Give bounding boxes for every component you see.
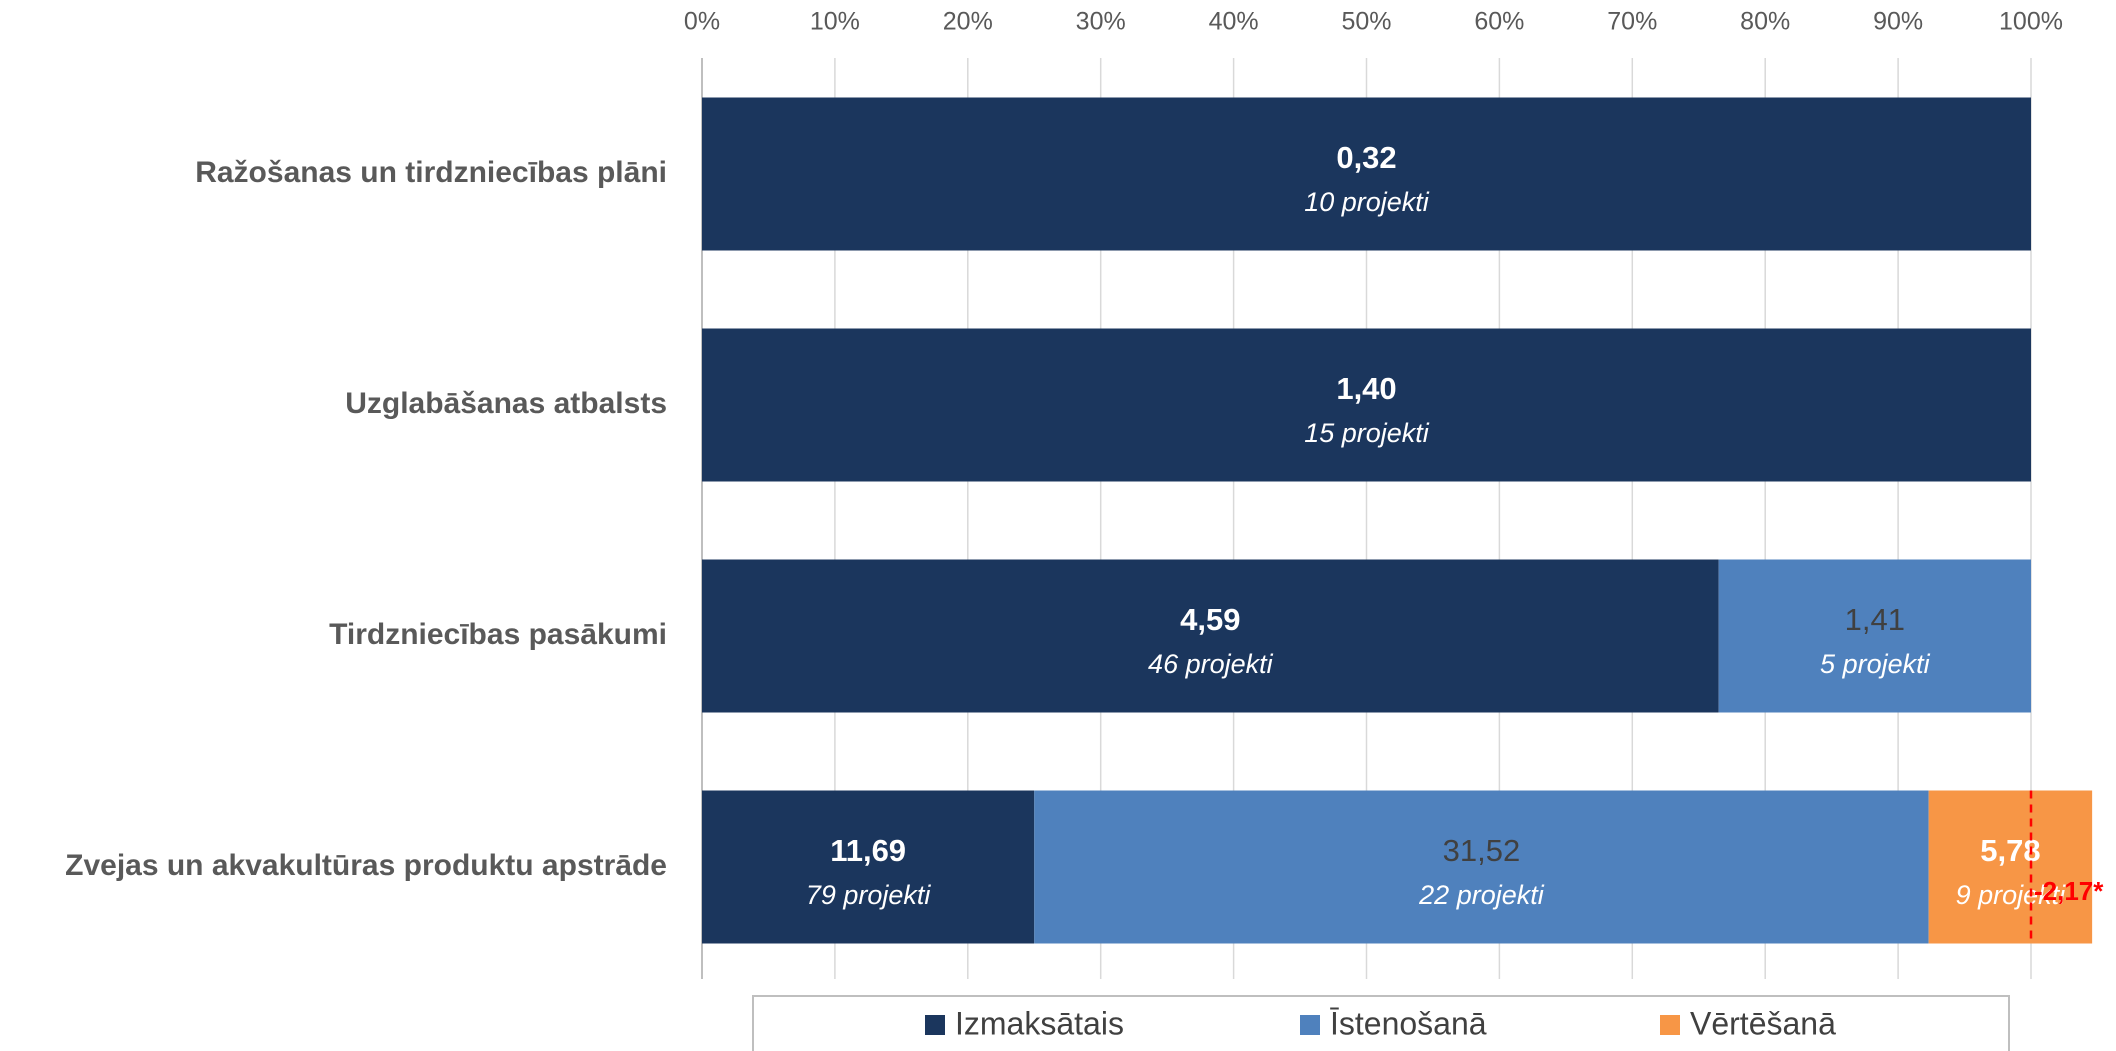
annotation: -2,17* (2034, 876, 2104, 906)
x-tick-label: 90% (1873, 8, 1923, 36)
amount-label: 31,52 (1443, 833, 1521, 868)
amount-label: 0,32 (1336, 140, 1396, 175)
x-tick-label: 60% (1474, 8, 1524, 36)
category-label: Ražošanas un tirdzniecības plāni (195, 156, 667, 189)
bar-segment (702, 97, 2031, 251)
amount-label: 4,59 (1180, 602, 1240, 637)
legend-label: Īstenošanā (1330, 1005, 1487, 1041)
count-label: 79 projekti (806, 880, 932, 910)
category-label: Tirdzniecības pasākumi (329, 618, 667, 651)
amount-label: 1,41 (1845, 602, 1905, 637)
x-tick-label: 80% (1740, 8, 1790, 36)
x-tick-label: 70% (1607, 8, 1657, 36)
count-label: 46 projekti (1148, 649, 1274, 679)
category-label: Zvejas un akvakultūras produktu apstrāde (65, 849, 667, 882)
x-tick-label: 40% (1209, 8, 1259, 36)
x-tick-label: 50% (1341, 8, 1391, 36)
x-tick-label: 10% (810, 8, 860, 36)
legend-box (752, 995, 2010, 1051)
amount-label: 11,69 (830, 833, 906, 868)
bar-segment (702, 328, 2031, 482)
count-label: 10 projekti (1304, 187, 1430, 217)
x-tick-label: 100% (1999, 8, 2063, 36)
count-label: 22 projekti (1418, 880, 1545, 910)
bar-segment (702, 790, 1035, 944)
bar-segment (702, 559, 1719, 713)
x-tick-label: 0% (684, 8, 720, 36)
legend-swatch (1300, 1015, 1320, 1035)
category-label: Uzglabāšanas atbalsts (345, 387, 667, 420)
legend-swatch (1660, 1015, 1680, 1035)
x-tick-label: 20% (943, 8, 993, 36)
bar-segment (1928, 790, 2093, 944)
count-label: 9 projekti (1956, 880, 2067, 910)
amount-label: 1,40 (1336, 371, 1396, 406)
bar-segment (1034, 790, 1929, 944)
legend-label: Izmaksātais (955, 1005, 1124, 1041)
x-tick-label: 30% (1076, 8, 1126, 36)
count-label: 5 projekti (1820, 649, 1931, 679)
bar-segment (1718, 559, 2031, 713)
legend-label: Vērtēšanā (1690, 1005, 1836, 1041)
legend-swatch (925, 1015, 945, 1035)
count-label: 15 projekti (1304, 418, 1430, 448)
